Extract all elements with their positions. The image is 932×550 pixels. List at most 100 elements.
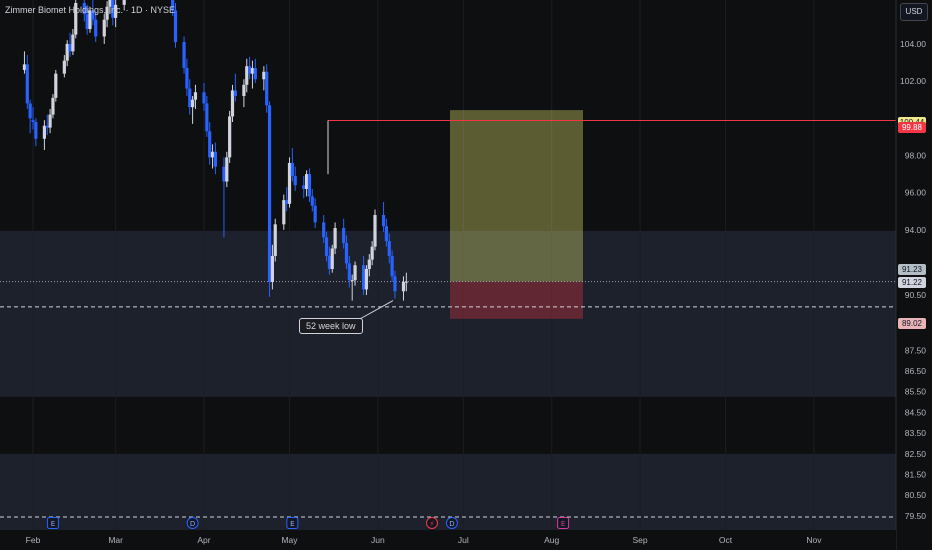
y-tick-11: 83.50 (905, 428, 927, 438)
y-tick-15: 79.50 (905, 511, 927, 521)
candle-body-60 (262, 71, 266, 80)
candle-body-12 (68, 43, 72, 52)
candle-body-45 (202, 92, 206, 104)
x-tick-2: Apr (197, 535, 210, 545)
candle-body-93 (390, 255, 394, 277)
candle-body-73 (310, 196, 314, 206)
candle-body-41 (185, 68, 189, 89)
candle-body-40 (182, 42, 186, 69)
x-tick-5: Jul (458, 535, 469, 545)
x-tick-1: Mar (108, 535, 123, 545)
candle-body-8 (51, 97, 55, 115)
event-marker-1[interactable]: D (186, 517, 199, 529)
candle-body-56 (245, 66, 249, 85)
candle-body-3 (31, 120, 35, 123)
time-axis (0, 530, 896, 550)
candle-body-62 (267, 105, 272, 282)
price-axis (896, 0, 932, 550)
candle-body-15 (82, 2, 86, 15)
y-tick-14: 80.50 (905, 490, 927, 500)
candle-body-94 (393, 276, 397, 292)
x-tick-6: Aug (544, 535, 559, 545)
price-tag-99-88: 99.88 (898, 122, 926, 133)
candle-body-49 (213, 151, 217, 167)
event-marker-3[interactable]: ⚡ (426, 517, 438, 529)
candle-body-23 (111, 0, 115, 18)
candle-body-69 (293, 175, 297, 186)
candle-body-20 (102, 19, 106, 37)
candle-body-76 (324, 237, 329, 256)
y-tick-5: 94.00 (905, 225, 927, 235)
price-tag-91-23: 91.23 (898, 264, 926, 275)
x-tick-7: Sep (632, 535, 647, 545)
candle-body-65 (282, 200, 286, 225)
candle-body-11 (65, 43, 69, 61)
y-tick-1: 104.00 (900, 39, 926, 49)
y-tick-9: 85.50 (905, 387, 927, 397)
candle-body-91 (384, 226, 388, 242)
x-tick-8: Oct (719, 535, 733, 545)
candle-body-81 (344, 242, 349, 264)
candle-body-47 (208, 131, 212, 158)
candle-body-87 (367, 259, 371, 269)
candle-body-44 (193, 92, 198, 100)
currency-button[interactable]: USD (900, 3, 928, 21)
candle-body-59 (253, 68, 257, 80)
y-tick-3: 98.00 (905, 151, 927, 161)
candle-body-95 (401, 281, 406, 292)
candle-body-72 (307, 174, 312, 197)
event-marker-icon: D (190, 520, 195, 528)
candle-body-2 (28, 103, 32, 119)
candle-body-1 (25, 64, 29, 104)
event-marker-2[interactable]: E (286, 517, 299, 529)
candle-body-61 (265, 71, 269, 106)
candle-body-75 (322, 222, 326, 238)
candle-body-54 (233, 90, 237, 96)
event-marker-5[interactable]: E (557, 517, 570, 529)
price-tag-91-22: 91.22 (898, 277, 926, 288)
event-marker-4[interactable]: D (445, 517, 458, 529)
y-tick-7: 87.50 (905, 345, 927, 355)
candle-body-22 (108, 0, 112, 7)
stop-zone (450, 281, 583, 319)
candle-body-67 (287, 162, 292, 204)
candle-body-43 (191, 99, 195, 108)
52-week-low-label: 52 week low (299, 318, 363, 334)
candle-body-17 (88, 10, 92, 30)
candle-body-78 (330, 248, 334, 269)
support-zone (0, 230, 896, 397)
candle-body-82 (347, 263, 351, 281)
candle-body-39 (173, 10, 178, 43)
candle-body-6 (45, 125, 49, 128)
candle-body-24 (114, 4, 118, 18)
candle-body-48 (210, 151, 215, 158)
candle-body-96 (404, 281, 408, 283)
52-week-low-pointer (357, 300, 394, 321)
candle-body-50 (222, 166, 226, 182)
candle-body-74 (313, 205, 317, 223)
candle-body-58 (250, 68, 255, 74)
event-marker-0[interactable]: E (46, 517, 59, 529)
y-tick-8: 86.50 (905, 366, 927, 376)
candle-body-16 (85, 14, 89, 30)
candle-body-10 (62, 60, 66, 74)
candle-body-7 (48, 114, 52, 128)
candle-body-51 (225, 157, 229, 182)
candle-body-4 (34, 122, 38, 139)
x-tick-4: Jun (371, 535, 385, 545)
x-tick-0: Feb (26, 535, 41, 545)
candle-body-68 (290, 162, 294, 176)
y-tick-12: 82.50 (905, 449, 927, 459)
candle-body-53 (230, 90, 235, 117)
event-marker-icon: ⚡ (430, 520, 435, 528)
candle-body-66 (285, 200, 289, 204)
candle-body-84 (353, 265, 357, 281)
candle-body-79 (333, 228, 337, 249)
candle-body-0 (22, 64, 27, 70)
y-tick-6: 90.50 (905, 290, 927, 300)
event-marker-icon: E (561, 520, 565, 528)
candle-body-52 (228, 116, 232, 158)
x-tick-9: Nov (806, 535, 822, 545)
candle-body-55 (242, 84, 246, 96)
